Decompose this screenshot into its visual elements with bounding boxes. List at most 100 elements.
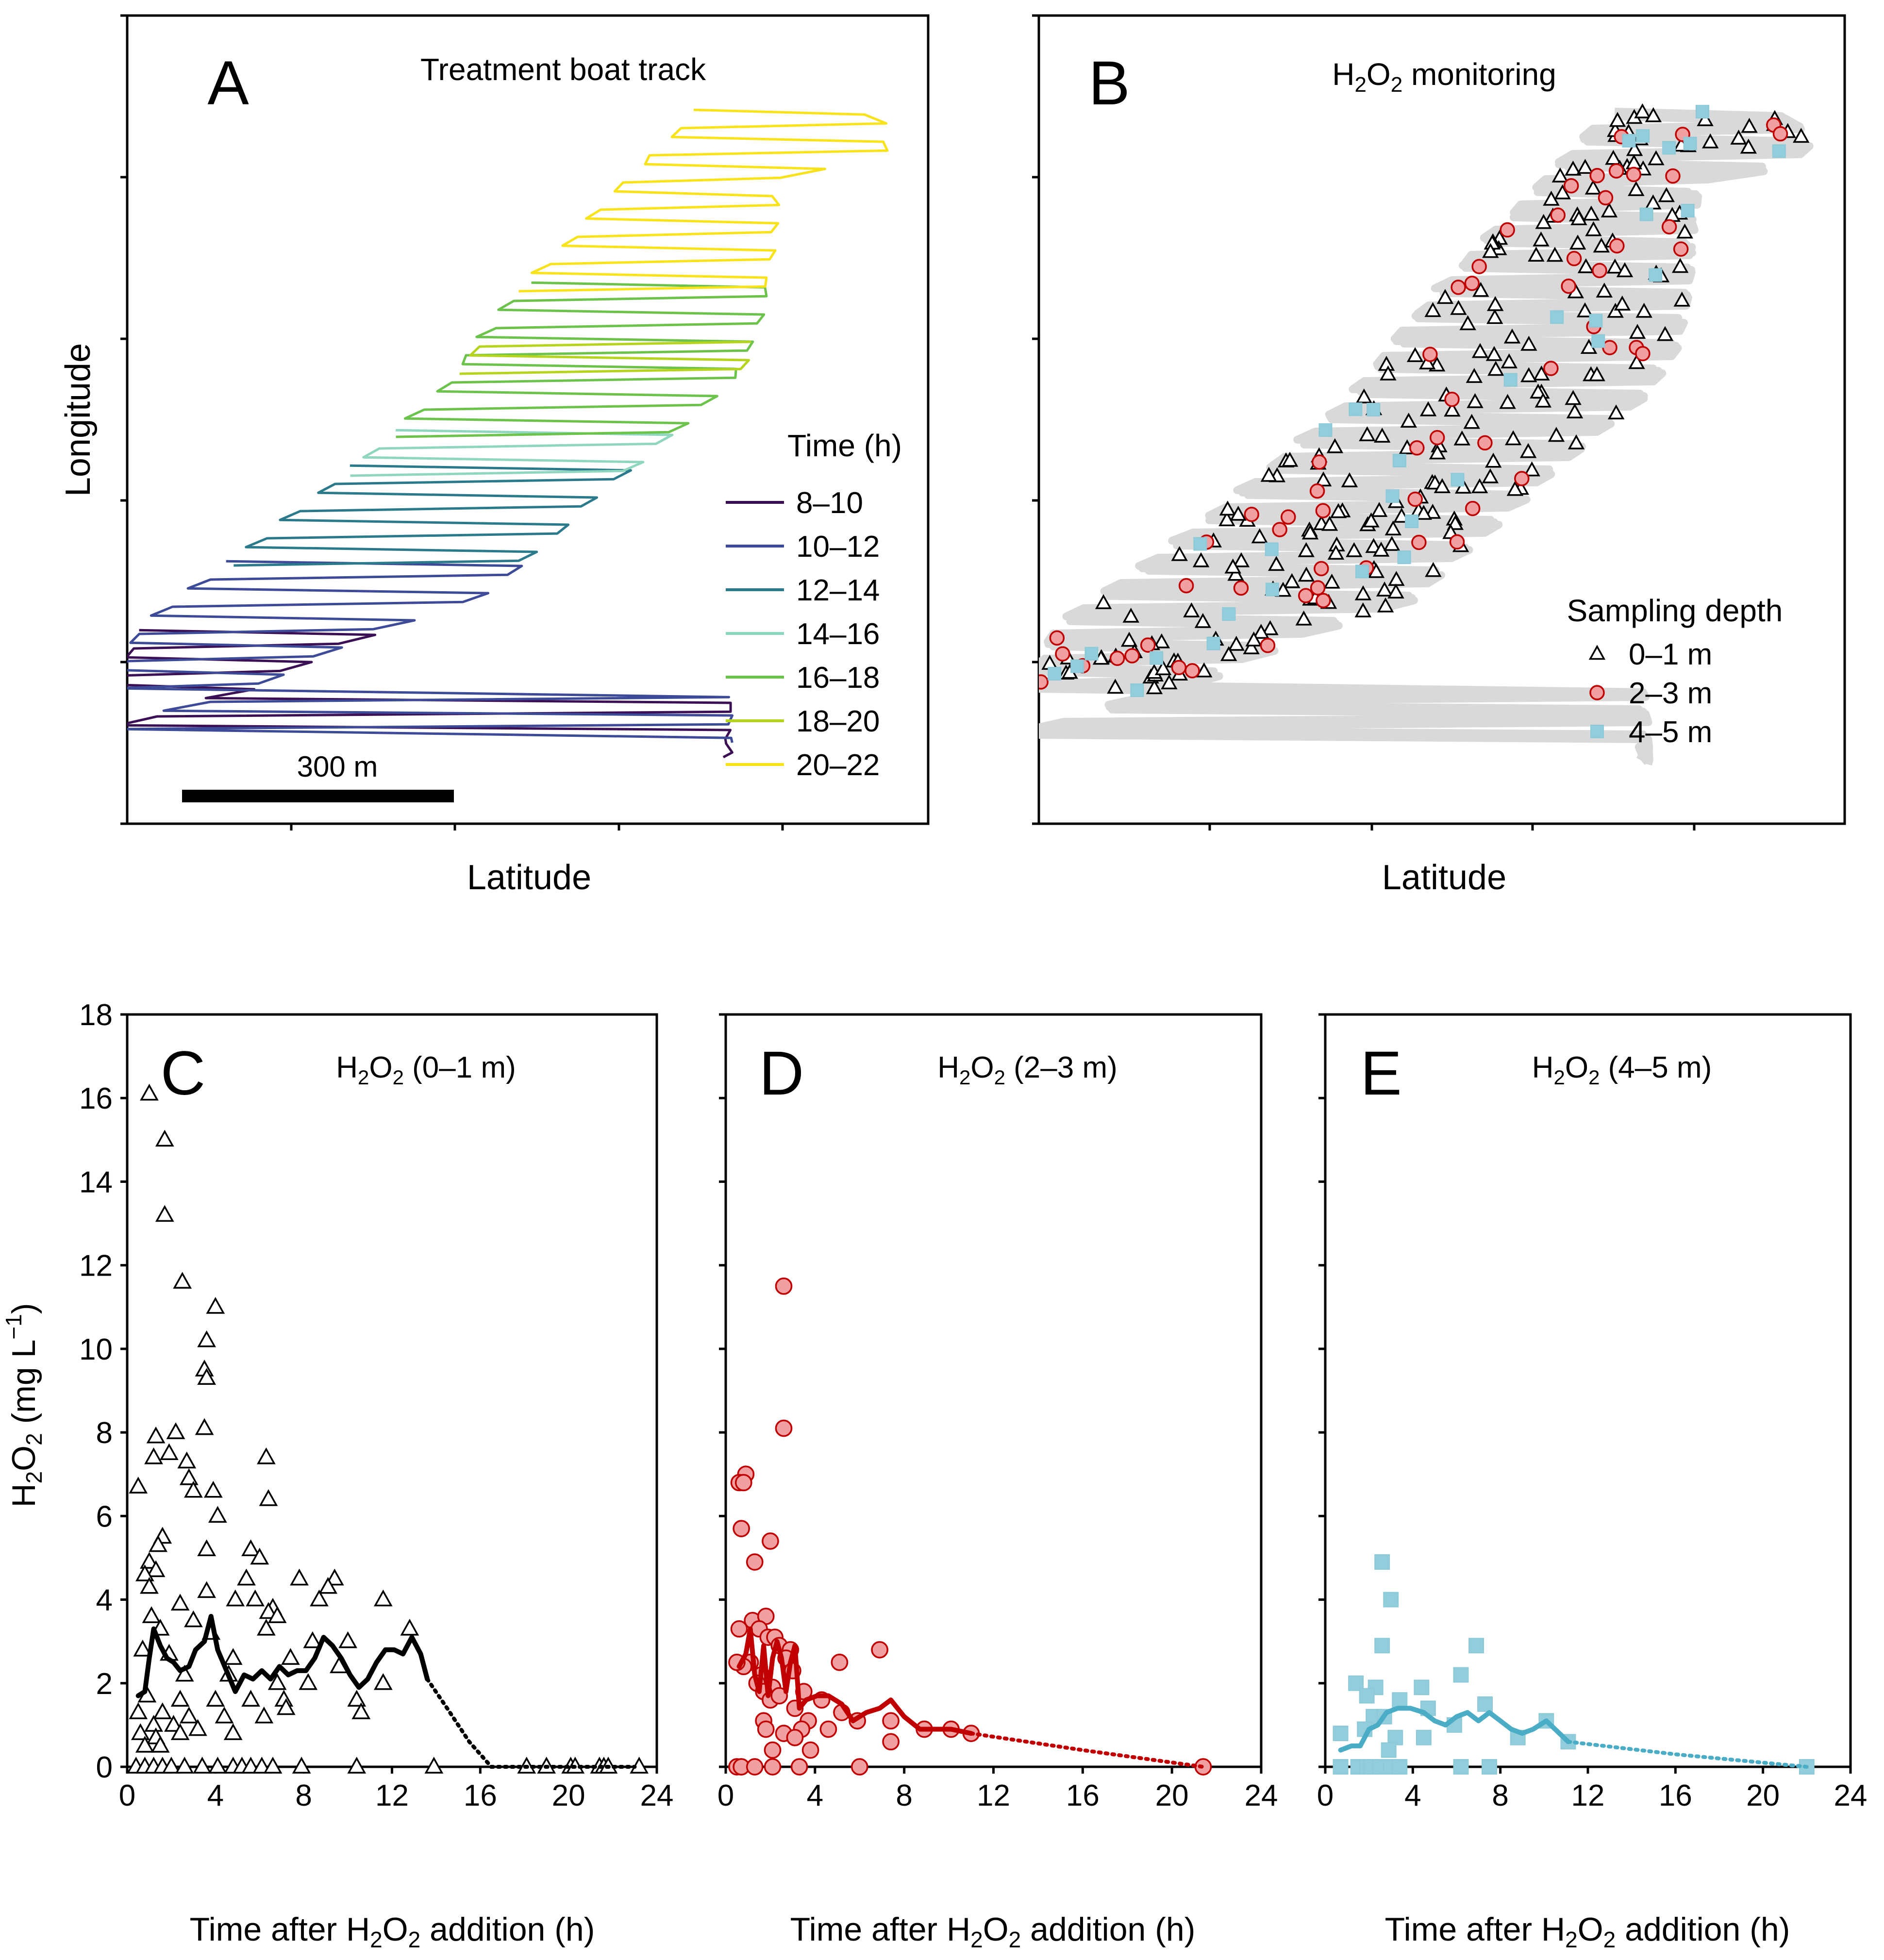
- legend-label-square: 4–5 m: [1629, 715, 1712, 749]
- sample-0-1m: [1301, 524, 1319, 540]
- data-point: [259, 1602, 278, 1619]
- sample-4-5m: [1695, 105, 1709, 119]
- data-point: [197, 1368, 217, 1385]
- legend-marker-triangle: [1588, 645, 1606, 660]
- data-point: [206, 1690, 225, 1707]
- sample-2-3m: [1661, 219, 1677, 235]
- data-point: [206, 1296, 225, 1314]
- sample-0-1m: [1194, 613, 1212, 628]
- x-tick-label: 12: [977, 1779, 1010, 1812]
- sample-2-3m: [1316, 593, 1331, 609]
- sample-0-1m: [1533, 231, 1550, 247]
- x-tick-label: 20: [1746, 1779, 1780, 1812]
- x-tick-label: 8: [896, 1779, 912, 1812]
- data-point: [252, 1757, 271, 1774]
- track-band-16–18: [396, 281, 768, 438]
- sample-0-1m: [1601, 202, 1618, 217]
- data-point: [155, 1205, 174, 1222]
- sample-0-1m: [1153, 633, 1170, 648]
- sample-0-1m: [1658, 187, 1675, 202]
- sample-0-1m: [1546, 247, 1564, 262]
- data-point: [215, 1706, 234, 1724]
- sample-0-1m: [1359, 426, 1376, 442]
- sample-4-5m: [1397, 550, 1411, 565]
- x-tick-label: 20: [1155, 1779, 1189, 1812]
- sample-0-1m: [1585, 221, 1602, 236]
- panel-letter-a: A: [207, 49, 249, 118]
- data-point: [290, 1568, 309, 1586]
- sample-0-1m: [1676, 223, 1693, 239]
- sample-2-3m: [1055, 646, 1070, 662]
- sample-0-1m: [1551, 167, 1569, 183]
- sample-0-1m: [1584, 179, 1602, 195]
- sample-0-1m: [1499, 394, 1516, 409]
- sample-4-5m: [1349, 402, 1363, 416]
- data-point: [144, 1447, 163, 1464]
- sample-4-5m: [1550, 310, 1564, 324]
- sample-0-1m: [1740, 138, 1757, 154]
- data-point: [1453, 1759, 1469, 1775]
- sample-4-5m: [1503, 373, 1517, 387]
- sample-0-1m: [1444, 401, 1461, 417]
- sample-0-1m: [1384, 520, 1402, 536]
- sample-0-1m: [1183, 602, 1200, 617]
- y-tick-label: 6: [96, 1500, 113, 1533]
- sample-0-1m: [1341, 472, 1358, 487]
- sample-0-1m: [1377, 597, 1394, 613]
- x-tick-label: 4: [207, 1779, 224, 1812]
- data-point: [140, 1577, 159, 1594]
- legend-label-12–14: 12–14: [796, 574, 880, 607]
- sample-2-3m: [1477, 435, 1493, 451]
- sample-0-1m: [1565, 160, 1582, 176]
- data-point: [303, 1631, 322, 1648]
- sample-0-1m: [1383, 536, 1400, 551]
- data-point: [195, 1418, 214, 1435]
- data-point: [142, 1606, 161, 1623]
- x-tick-label: 24: [1834, 1779, 1867, 1812]
- y-tick-label: 2: [96, 1667, 113, 1701]
- sample-0-1m: [1471, 343, 1489, 358]
- x-tick-label: 0: [717, 1779, 734, 1812]
- sample-0-1m: [1122, 607, 1139, 623]
- sample-0-1m: [1380, 365, 1397, 381]
- sample-2-3m: [1178, 578, 1194, 594]
- data-point: [1333, 1759, 1349, 1775]
- data-point: [1374, 1638, 1390, 1654]
- data-point: [770, 1687, 788, 1705]
- sample-2-3m: [1514, 471, 1530, 486]
- panel-a-frame: [126, 14, 930, 825]
- sample-0-1m: [1466, 368, 1483, 383]
- data-point: [223, 1723, 243, 1740]
- sample-0-1m: [1741, 117, 1758, 133]
- data-point: [197, 1330, 217, 1347]
- data-point: [254, 1706, 274, 1724]
- data-point: [184, 1610, 203, 1628]
- sample-0-1m: [1281, 451, 1299, 467]
- data-point: [746, 1553, 764, 1571]
- data-point: [764, 1741, 782, 1759]
- sample-2-3m: [1589, 168, 1605, 183]
- xlabel-d: Time after H2O2 addition (h): [790, 1911, 1196, 1952]
- data-point: [831, 1653, 849, 1671]
- sample-0-1m: [1274, 581, 1292, 597]
- data-point: [166, 1422, 185, 1439]
- sample-2-3m: [1602, 340, 1617, 355]
- sample-0-1m: [1192, 552, 1210, 567]
- sample-0-1m: [1596, 282, 1613, 298]
- data-point: [146, 1426, 166, 1444]
- panel-c-frame: [126, 1013, 658, 1768]
- x-tick-label: 12: [1571, 1779, 1605, 1812]
- data-point: [197, 1581, 217, 1598]
- data-point: [149, 1535, 168, 1552]
- sample-0-1m: [1487, 361, 1504, 376]
- track-band-20–22: [518, 108, 889, 293]
- sample-0-1m: [1697, 111, 1714, 126]
- sample-0-1m: [1472, 282, 1489, 297]
- panel-b-xlabel: Latitude: [1382, 858, 1506, 897]
- trend-extrapolation: [969, 1731, 1205, 1769]
- data-point: [733, 1520, 750, 1538]
- data-point: [197, 1539, 217, 1557]
- sample-4-5m: [1367, 402, 1381, 416]
